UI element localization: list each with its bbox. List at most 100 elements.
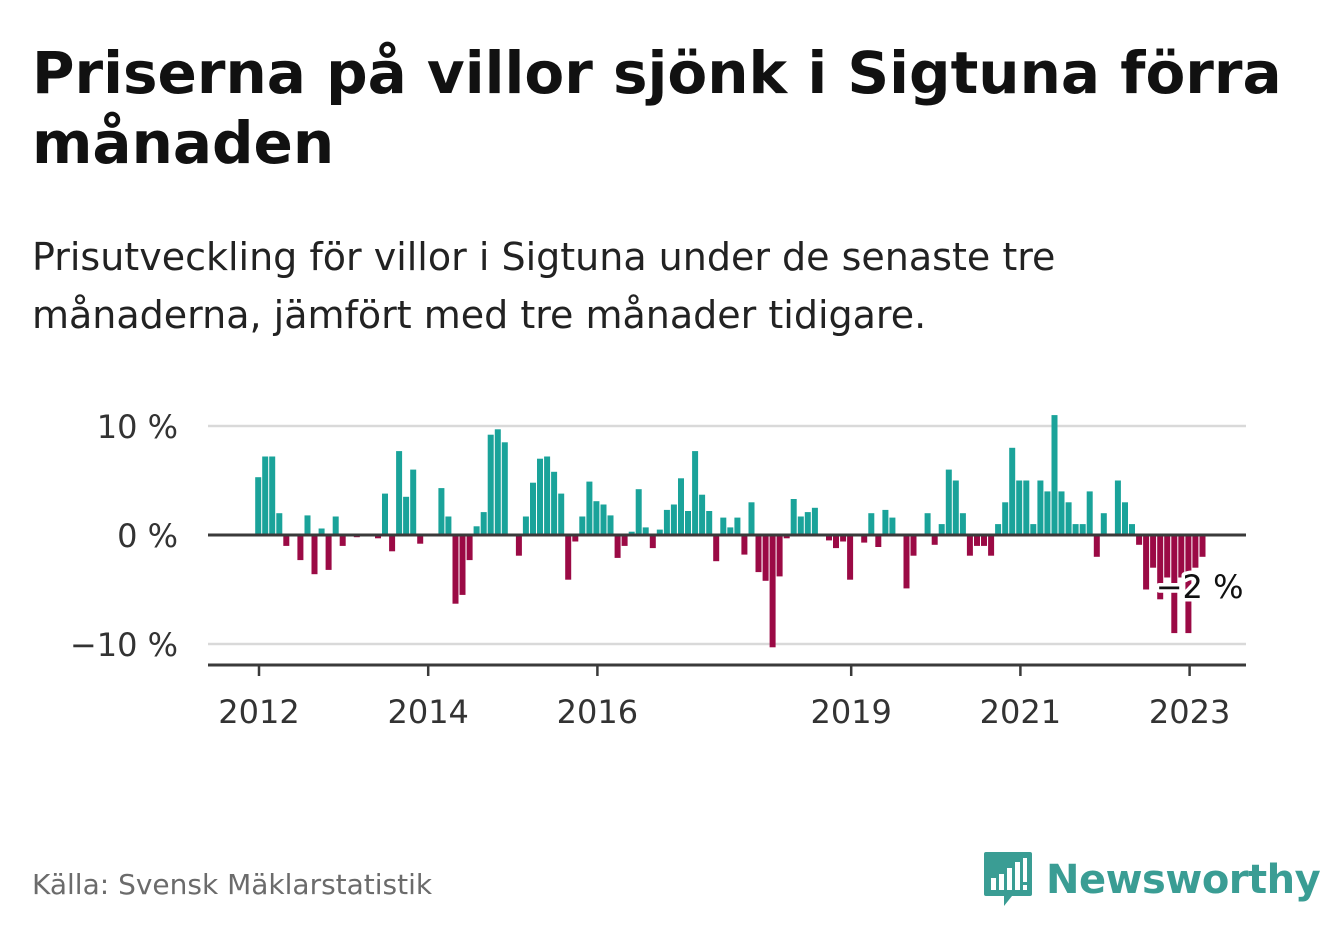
- bar: [530, 482, 536, 535]
- bar: [889, 517, 896, 535]
- bar: [1150, 535, 1157, 568]
- bar: [875, 535, 882, 547]
- bar: [734, 517, 741, 535]
- bar: [741, 535, 748, 555]
- bar: [649, 535, 656, 549]
- bar: [628, 531, 635, 535]
- bar: [1192, 535, 1199, 568]
- bar: [840, 535, 847, 542]
- y-tick-label: 0 %: [117, 517, 178, 555]
- bar: [1100, 513, 1107, 535]
- bar: [621, 535, 628, 546]
- bar: [410, 469, 417, 535]
- bar: [593, 501, 600, 535]
- bar: [1143, 535, 1150, 590]
- bar: [318, 528, 325, 535]
- bar: [1016, 480, 1023, 535]
- bar: [826, 535, 832, 541]
- bar: [1129, 524, 1135, 535]
- bar: [1023, 480, 1030, 535]
- bar: [438, 488, 445, 535]
- bar: [572, 535, 579, 542]
- bar: [713, 535, 720, 562]
- bar: [952, 480, 959, 535]
- bar: [586, 481, 593, 535]
- bar: [685, 511, 691, 535]
- bar: [924, 513, 931, 535]
- bar: [501, 442, 508, 535]
- bar: [565, 535, 572, 580]
- bar: [692, 451, 699, 535]
- bar: [389, 535, 396, 552]
- bar: [1122, 502, 1128, 535]
- bar: [382, 493, 388, 535]
- bar: [656, 529, 663, 535]
- bar: [1051, 415, 1058, 535]
- bar: [974, 535, 980, 546]
- bar: [635, 489, 642, 535]
- x-tick-label: 2016: [557, 693, 638, 731]
- bar: [903, 535, 910, 589]
- brand-name: Newsworthy: [1046, 857, 1321, 903]
- axes: [208, 533, 1246, 676]
- bar: [995, 524, 1002, 535]
- bar: [304, 515, 311, 535]
- bar: [966, 535, 973, 556]
- bar: [283, 535, 290, 546]
- bar: [537, 458, 543, 535]
- bar: [727, 527, 734, 535]
- newsworthy-logo-icon: [984, 852, 1032, 906]
- bar: [1002, 502, 1009, 535]
- bar: [804, 512, 811, 535]
- bar: [297, 535, 304, 561]
- bar: [396, 451, 403, 535]
- bar: [762, 535, 769, 581]
- bar: [1114, 480, 1121, 535]
- x-tick-label: 2021: [980, 693, 1061, 731]
- bar: [797, 516, 804, 535]
- bar: [1079, 524, 1086, 535]
- bar: [551, 471, 558, 535]
- bar: [882, 509, 889, 535]
- chart-title: Priserna på villor sjönk i Sigtuna förra…: [32, 39, 1282, 177]
- bar: [981, 535, 987, 546]
- bar: [1009, 447, 1016, 535]
- bar: [1185, 535, 1192, 634]
- bar: [311, 535, 318, 575]
- bar: [1058, 491, 1065, 535]
- bar: [910, 535, 917, 556]
- bar: [1044, 491, 1051, 535]
- bar: [522, 516, 529, 535]
- bar: [868, 513, 875, 535]
- bar: [769, 535, 776, 648]
- brand-logo[interactable]: Newsworthy: [982, 850, 1321, 910]
- bar: [445, 516, 452, 535]
- bar: [1072, 524, 1079, 535]
- bar: [988, 535, 995, 556]
- bar: [1171, 535, 1178, 634]
- bar: [255, 477, 262, 535]
- y-tick-label: −10 %: [70, 626, 178, 664]
- bar: [473, 526, 480, 535]
- grid-lines: [208, 424, 1246, 646]
- bar: [847, 535, 854, 580]
- bar: [339, 535, 346, 546]
- bar: [833, 535, 839, 549]
- x-tick-label: 2012: [218, 693, 299, 731]
- bar: [614, 535, 621, 558]
- bar: [663, 509, 670, 535]
- bars: [255, 415, 1206, 648]
- bar: [959, 513, 966, 535]
- bar: [1037, 480, 1044, 535]
- bar-chart: 10 % 0 % −10 % 2012 2014 2016 2019 2021 2023 −2 %: [70, 408, 1247, 731]
- bar: [558, 493, 565, 535]
- bar: [452, 535, 459, 604]
- bar: [276, 513, 283, 535]
- bar: [938, 524, 945, 535]
- bar: [1093, 535, 1100, 557]
- labels: 10 % 0 % −10 % 2012 2014 2016 2019 2021 2023 −2 %: [70, 408, 1247, 731]
- bar: [417, 535, 424, 544]
- bar: [678, 478, 684, 535]
- bar: [931, 535, 938, 545]
- bar: [459, 535, 466, 595]
